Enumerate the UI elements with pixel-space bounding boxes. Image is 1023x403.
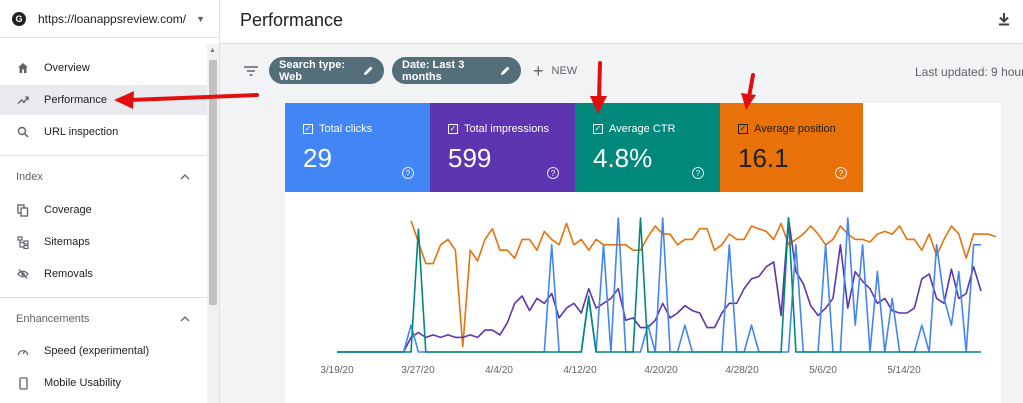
x-tick-label: 5/14/20 [887,365,921,376]
sidebar-item-label: Speed (experimental) [44,345,150,357]
metric-tile-average-ctr[interactable]: ✓ Average CTR 4.8% ? [575,103,720,192]
sidebar-item-label: Sitemaps [44,236,90,248]
metric-header: ✓ Total clicks [303,123,372,135]
section-title: Enhancements [16,313,90,325]
checkbox-checked-icon[interactable]: ✓ [303,124,313,134]
sidebar-scrollbar[interactable]: ▲ [207,44,219,403]
metric-header: ✓ Total impressions [448,123,549,135]
sidebar-item-coverage[interactable]: Coverage [0,195,207,225]
sidebar-item-overview[interactable]: Overview [0,53,207,83]
caret-down-icon: ▼ [196,13,205,24]
sidebar-item-sitemaps[interactable]: Sitemaps [0,227,207,257]
chevron-up-icon [180,171,190,183]
property-url: https://loanappsreview.com/ [38,11,187,26]
sidebar-item-label: Removals [44,268,93,280]
metric-header: ✓ Average CTR [593,123,675,135]
checkbox-checked-icon[interactable]: ✓ [448,124,458,134]
chevron-up-icon [180,313,190,325]
file-copy-icon [17,203,29,217]
header-bar: Performance [220,0,1023,44]
sidebar-item-label: Mobile Usability [44,377,122,389]
metric-value: 599 [448,143,492,173]
sidebar-item-label: Overview [44,62,90,74]
metric-tile-average-position[interactable]: ✓ Average position 16.1 ? [720,103,863,192]
download-button[interactable] [990,7,1018,35]
metric-tile-total-clicks[interactable]: ✓ Total clicks 29 ? [285,103,430,192]
sidebar-item-mobile-usability[interactable]: Mobile Usability [0,368,207,398]
sidebar: G https://loanappsreview.com/ ▼ Overview… [0,0,220,403]
plus-icon: + [533,60,544,81]
section-title: Index [16,171,43,183]
x-tick-label: 3/19/20 [320,365,354,376]
chip-label: Date: Last 3 months [402,58,465,83]
filter-icon[interactable] [243,64,259,78]
checkbox-checked-icon[interactable]: ✓ [593,124,603,134]
x-tick-label: 4/12/20 [563,365,597,376]
sidebar-item-performance[interactable]: Performance [0,85,207,115]
new-filter-button[interactable]: + NEW [533,60,577,82]
filter-chip-search-type[interactable]: Search type: Web [269,57,384,84]
metric-value: 29 [303,143,332,173]
series-line-average-ctr [337,217,981,353]
metric-label: Average position [754,123,836,135]
search-icon [17,126,29,138]
download-icon [998,12,1010,31]
series-line-average-position [410,220,997,348]
speedometer-icon [17,345,29,357]
x-tick-label: 5/6/20 [809,365,837,376]
series-line-total-impressions [337,217,982,353]
metric-header: ✓ Average position [738,123,836,135]
metric-value: 16.1 [738,143,789,173]
smartphone-icon [17,376,29,390]
sidebar-item-label: Performance [44,94,107,106]
help-icon[interactable]: ? [402,167,414,179]
performance-line-chart: 3/19/20 3/27/20 4/4/20 4/12/20 4/20/20 4/28/2… [320,217,997,376]
help-icon[interactable]: ? [547,167,559,179]
help-icon[interactable]: ? [835,167,847,179]
section-header-index[interactable]: Index [0,167,207,187]
divider [0,297,207,298]
metric-label: Total impressions [464,123,549,135]
metric-value: 4.8% [593,143,653,173]
scroll-up-arrow-icon[interactable]: ▲ [209,47,216,54]
last-updated-text: Last updated: 9 hours ago [915,65,1023,79]
metric-tile-total-impressions[interactable]: ✓ Total impressions 599 ? [430,103,575,192]
metric-label: Average CTR [609,123,676,135]
x-tick-label: 3/27/20 [401,365,435,376]
edit-pencil-icon [500,65,511,76]
eye-off-icon [17,268,29,280]
sidebar-item-removals[interactable]: Removals [0,259,207,289]
filter-chip-date[interactable]: Date: Last 3 months [392,57,521,84]
x-tick-label: 4/28/20 [725,365,759,376]
sitemap-icon [17,235,29,249]
page-title: Performance [240,10,344,30]
series-line-total-clicks [337,217,981,353]
help-icon[interactable]: ? [692,167,704,179]
scrollbar-thumb[interactable] [209,60,217,305]
section-header-enhancements[interactable]: Enhancements [0,309,207,329]
chip-label: Search type: Web [279,58,346,83]
sidebar-item-url-inspection[interactable]: URL inspection [0,117,207,147]
google-logo-icon: G [12,11,26,26]
new-filter-label: NEW [551,65,578,77]
divider [0,155,207,156]
checkbox-checked-icon[interactable]: ✓ [738,124,748,134]
sidebar-item-label: Coverage [44,204,92,216]
metric-label: Total clicks [319,123,373,135]
performance-chart-card: ✓ Total clicks 29 ? ✓ Total impressions 59… [285,103,1001,403]
trending-up-icon [17,94,29,106]
x-tick-label: 4/20/20 [644,365,678,376]
sidebar-item-label: URL inspection [44,126,119,138]
sidebar-item-speed[interactable]: Speed (experimental) [0,336,207,366]
home-icon [17,62,29,74]
edit-pencil-icon [363,65,374,76]
x-tick-label: 4/4/20 [485,365,513,376]
property-selector[interactable]: G https://loanappsreview.com/ ▼ [0,0,219,38]
